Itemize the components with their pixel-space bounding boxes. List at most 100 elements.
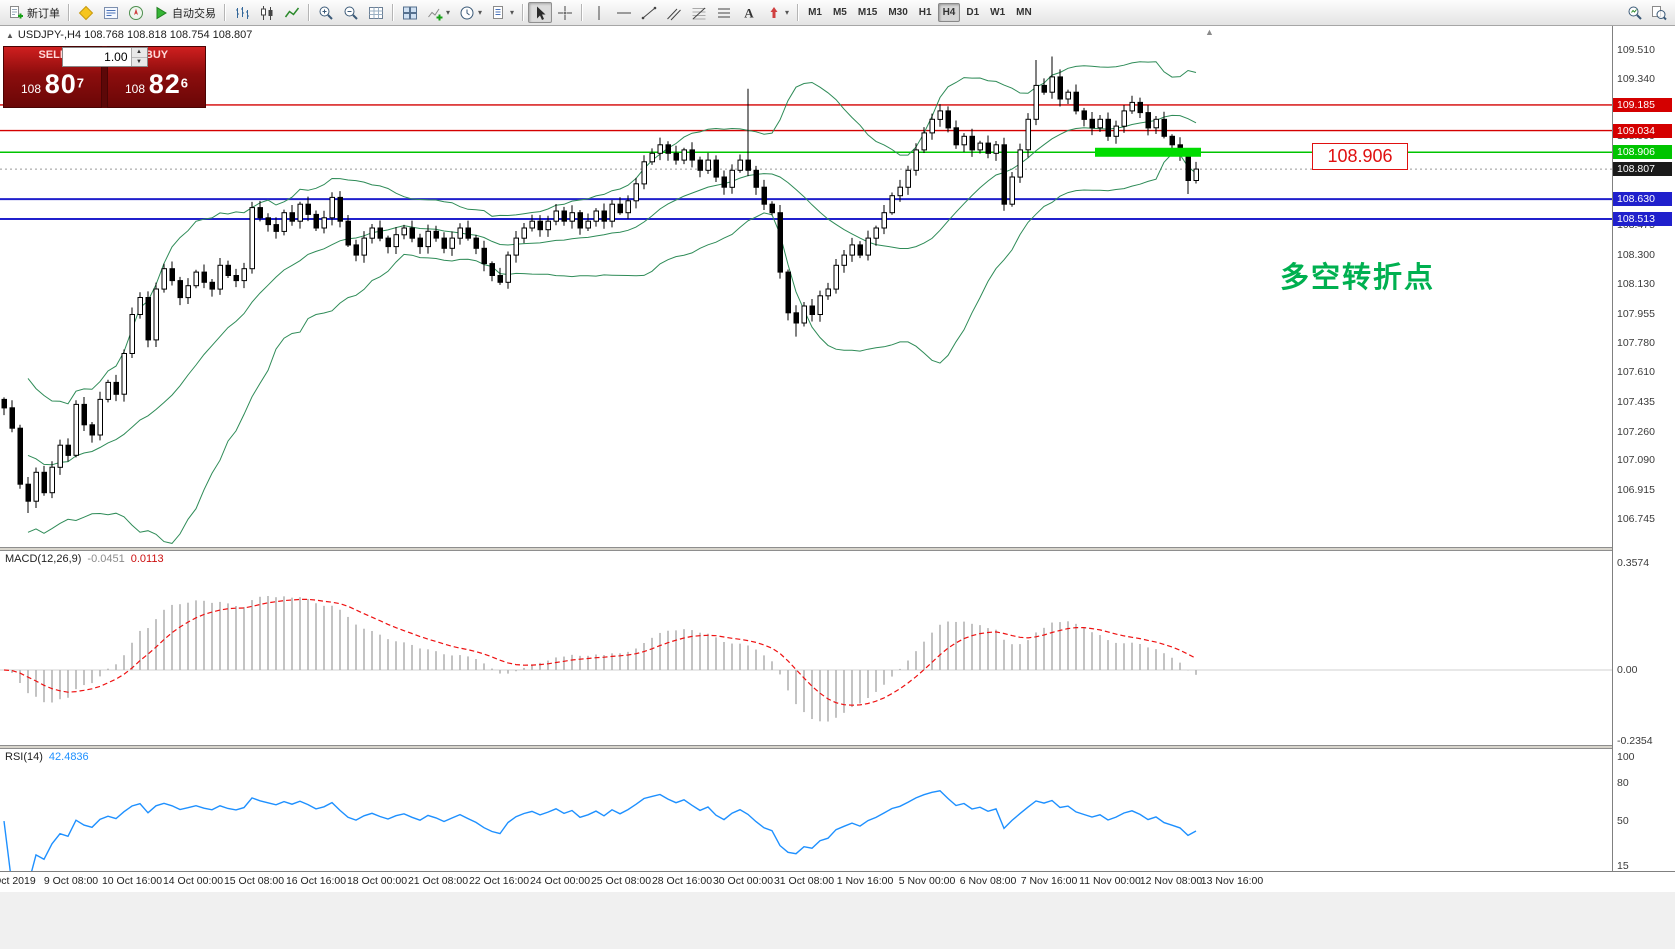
- timeframe-M15[interactable]: M15: [853, 3, 882, 22]
- timeframe-M30[interactable]: M30: [883, 3, 912, 22]
- price-badge: 108.630: [1613, 192, 1672, 206]
- line-studies-button[interactable]: [712, 2, 736, 23]
- buy-price: 108 826: [124, 69, 188, 99]
- chart-bars-button[interactable]: [230, 2, 254, 23]
- search-page-icon: [1651, 5, 1667, 21]
- periods-button[interactable]: ▾: [455, 2, 486, 23]
- time-axis-label: 16 Oct 16:00: [285, 875, 347, 887]
- vertical-line-button[interactable]: [587, 2, 611, 23]
- new-order-button[interactable]: 新订单: [4, 2, 64, 23]
- ohlc-values: 108.768 108.818 108.754 108.807: [84, 29, 253, 41]
- fibonacci-icon: [691, 5, 707, 21]
- profiles-button[interactable]: [74, 2, 98, 23]
- trade-panel-toggle-icon[interactable]: ▲: [6, 31, 14, 40]
- timeframe-M1[interactable]: M1: [803, 3, 827, 22]
- time-axis-label: 14 Oct 00:00: [162, 875, 224, 887]
- chart-line-button[interactable]: [280, 2, 304, 23]
- market-watch-button[interactable]: [99, 2, 123, 23]
- toolbar-separator: [797, 4, 800, 21]
- time-axis-label: 31 Oct 08:00: [773, 875, 835, 887]
- time-axis-label: 30 Oct 00:00: [712, 875, 774, 887]
- volume-input[interactable]: [62, 48, 131, 66]
- time-axis-label: 18 Oct 00:00: [346, 875, 408, 887]
- symbol-ohlc-line: ▲ USDJPY-,H4 108.768 108.818 108.754 108.…: [6, 29, 252, 41]
- new-order-icon: [8, 5, 24, 21]
- auto-trading-button[interactable]: 自动交易: [149, 2, 220, 23]
- buy-label: BUY: [144, 49, 169, 61]
- hline-icon: [616, 5, 632, 21]
- timeframe-H4[interactable]: H4: [937, 3, 961, 22]
- rsi-axis-tick: 50: [1617, 815, 1629, 827]
- navigator-button[interactable]: [124, 2, 148, 23]
- price-tick: 106.915: [1617, 484, 1655, 496]
- toolbar-separator: [392, 4, 394, 21]
- price-badge: 109.185: [1613, 98, 1672, 112]
- time-axis-label: 5 Nov 00:00: [898, 875, 956, 887]
- timeframe-H1[interactable]: H1: [914, 3, 937, 22]
- zoom-out-button[interactable]: [339, 2, 363, 23]
- volume-down-button[interactable]: ▼: [131, 57, 147, 66]
- indicators-button[interactable]: ▾: [423, 2, 454, 23]
- rsi-chart: [3, 790, 1197, 871]
- current-price-badge: 108.807: [1613, 162, 1672, 176]
- turning-point-label: 多空转折点: [1280, 262, 1436, 294]
- zoom-out-icon: [343, 5, 359, 21]
- chart-shift-marker-icon[interactable]: ▲: [1205, 27, 1214, 37]
- time-axis-label: 24 Oct 00:00: [529, 875, 591, 887]
- time-axis-label: 8 Oct 2019: [0, 875, 36, 887]
- volume-up-button[interactable]: ▲: [131, 48, 147, 58]
- auto-trading-label: 自动交易: [172, 7, 216, 20]
- price-tick: 107.955: [1617, 308, 1655, 320]
- rsi-axis-tick: 80: [1617, 777, 1629, 789]
- price-tick: 109.510: [1617, 44, 1655, 56]
- periods-clock-icon: [459, 5, 475, 21]
- price-tick: 107.090: [1617, 454, 1655, 466]
- fibonacci-button[interactable]: [687, 2, 711, 23]
- timeframe-MN[interactable]: MN: [1011, 3, 1037, 22]
- arrow-objects-button[interactable]: ▾: [762, 2, 793, 23]
- price-tick: 107.435: [1617, 396, 1655, 408]
- time-axis-label: 21 Oct 08:00: [407, 875, 469, 887]
- one-click-trade-panel: SELL 108 807 ▲ ▼ BUY 108 826: [3, 46, 206, 108]
- profiles-icon: [78, 5, 94, 21]
- toolbar-separator: [522, 4, 525, 21]
- time-axis-label: 28 Oct 16:00: [651, 875, 713, 887]
- chart-candles-button[interactable]: [255, 2, 279, 23]
- panel-divider[interactable]: [0, 745, 1675, 749]
- horizontal-line-button[interactable]: [612, 2, 636, 23]
- search-chart-icon: [1627, 5, 1643, 21]
- timeframe-D1[interactable]: D1: [961, 3, 984, 22]
- grid-button[interactable]: [364, 2, 388, 23]
- time-axis-label: 1 Nov 16:00: [836, 875, 894, 887]
- price-badge: 108.513: [1613, 212, 1672, 226]
- arrows-icon: [766, 5, 782, 21]
- equidistant-channel-button[interactable]: [662, 2, 686, 23]
- sell-label: SELL: [38, 49, 67, 61]
- crosshair-button[interactable]: [553, 2, 577, 23]
- caret-down-icon: ▾: [510, 8, 515, 17]
- price-tick: 107.610: [1617, 366, 1655, 378]
- price-tick: 108.300: [1617, 249, 1655, 261]
- rsi-value: 42.4836: [48, 751, 89, 763]
- macd-name: MACD(12,26,9): [5, 553, 82, 565]
- zoom-in-button[interactable]: [314, 2, 338, 23]
- macd-panel: MACD(12,26,9) -0.0451 0.0113: [0, 551, 1612, 745]
- time-axis-label: 13 Nov 16:00: [1200, 875, 1264, 887]
- timeframe-M5[interactable]: M5: [828, 3, 852, 22]
- panel-divider[interactable]: [0, 547, 1675, 551]
- trendline-button[interactable]: [637, 2, 661, 23]
- tile-windows-button[interactable]: [398, 2, 422, 23]
- templates-button[interactable]: ▾: [487, 2, 518, 23]
- search-docs-button[interactable]: [1647, 2, 1671, 23]
- toolbar-separator: [224, 4, 226, 21]
- timeframe-W1[interactable]: W1: [985, 3, 1010, 22]
- text-label-button[interactable]: A: [737, 2, 761, 23]
- rsi-axis-tick: 15: [1617, 860, 1629, 872]
- lines-more-icon: [716, 5, 732, 21]
- new-order-label: 新订单: [27, 7, 60, 20]
- time-axis: [0, 871, 1675, 892]
- macd-axis-tick: 0.00: [1617, 664, 1638, 676]
- toolbar: 新订单 自动交易 ▾ ▾ ▾ A ▾ M1 M5 M15 M30 H1 H4 D1 W1 MN: [0, 0, 1675, 26]
- cursor-button[interactable]: [528, 2, 553, 23]
- search-symbols-button[interactable]: [1623, 2, 1647, 23]
